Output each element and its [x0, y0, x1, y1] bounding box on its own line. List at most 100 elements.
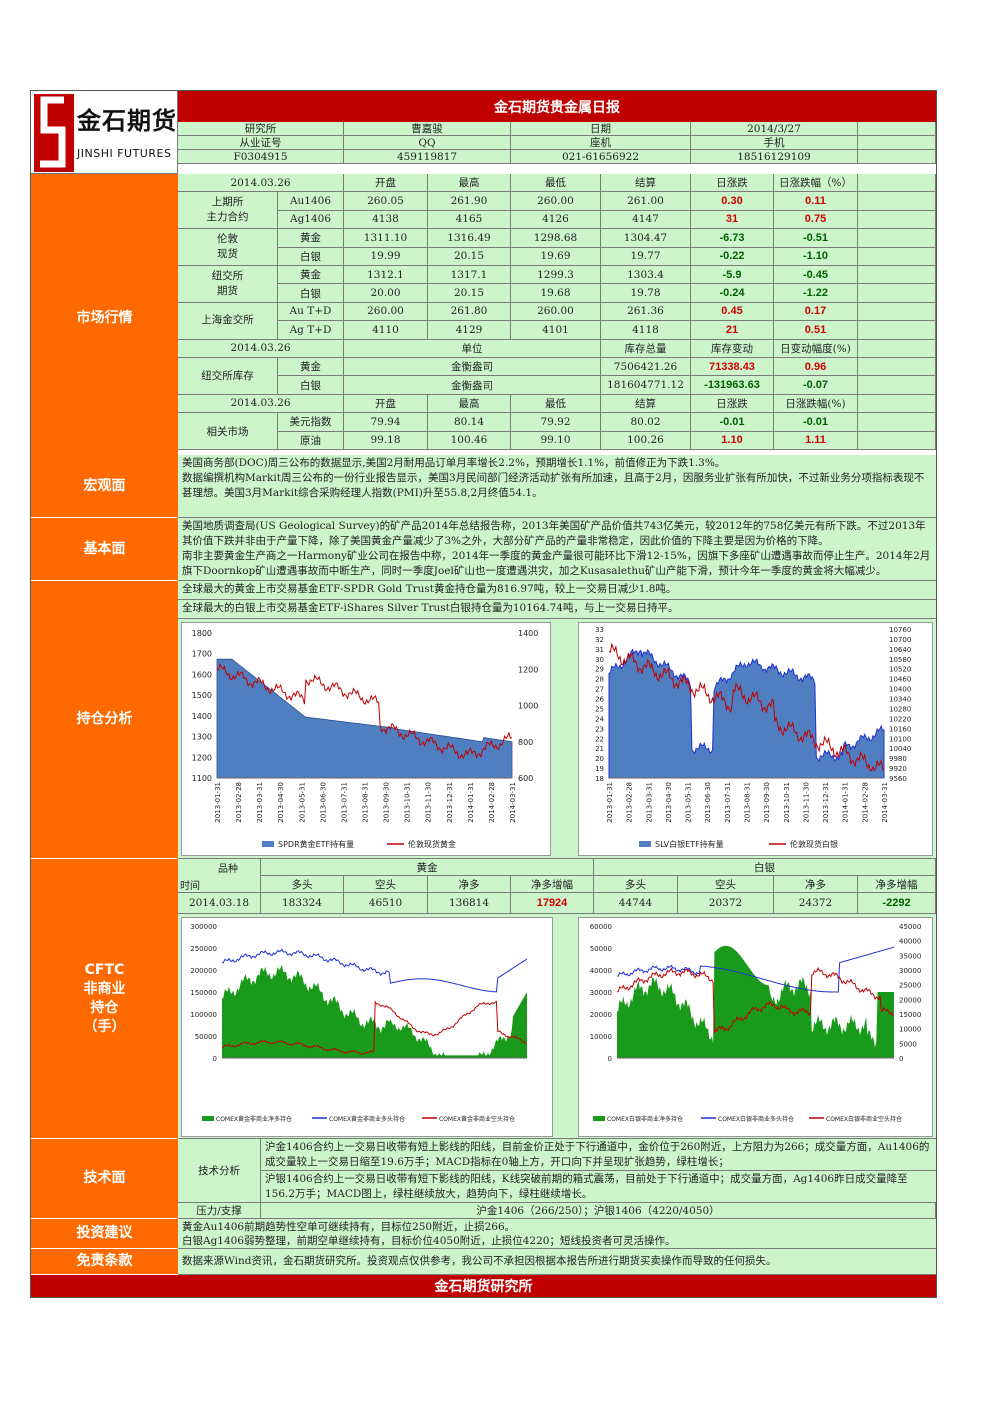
cftc-col-head: 净多增幅: [511, 876, 594, 893]
info-cell: 手机: [691, 136, 858, 150]
header-cell: 日涨跌幅(%): [774, 394, 858, 414]
header-cell: 最高: [428, 394, 511, 414]
inventory-cell: 181604771.12: [601, 376, 691, 395]
etf-area: [608, 648, 885, 779]
inventory-cell: 金衡盎司: [344, 376, 601, 395]
right-tick: 10340: [889, 696, 911, 704]
info-cell: QQ: [344, 136, 511, 150]
market-cell: 4147: [601, 210, 691, 230]
market-cell-empty: [858, 247, 936, 266]
header-cell: 库存变动: [691, 339, 774, 358]
left-tick: 24: [595, 715, 604, 723]
legend-swatch-etf: [262, 841, 274, 847]
cftc-col-head: 空头: [344, 876, 428, 893]
right-tick: 10460: [889, 676, 911, 684]
header-cell: 结算: [601, 394, 691, 414]
market-cell: 4129: [428, 321, 511, 340]
market-cell: -0.51: [774, 229, 858, 248]
footer-band: 金石期货研究所: [31, 1275, 936, 1297]
market-cell: -6.73: [691, 229, 774, 248]
market-cell: -0.24: [691, 284, 774, 303]
right-tick: 10100: [889, 735, 911, 743]
left-tick: 29: [595, 666, 604, 674]
header-cell: 日涨跌: [691, 394, 774, 414]
right-tick: 40000: [899, 938, 921, 946]
header-cell: 开盘: [344, 174, 428, 193]
right-tick: 1400: [518, 629, 538, 638]
legend-swatch-etf: [639, 841, 651, 847]
market-cell: 1304.47: [601, 229, 691, 248]
cftc-value: 24372: [774, 893, 858, 914]
silver-cftc-chart: 60000 50000 40000 30000 20000 10000 0 45000 4000…: [578, 917, 933, 1137]
right-tick: 10400: [889, 686, 911, 694]
market-cell: Ag T+D: [278, 321, 344, 340]
header-cell: 最高: [428, 174, 511, 193]
left-tick: 1300: [192, 733, 212, 742]
related-cell: 美元指数: [278, 413, 344, 432]
x-tick: 2013-08-31: [362, 782, 370, 823]
x-tick: 2013-07-31: [724, 782, 732, 823]
short-line: [616, 967, 895, 1035]
market-cell: 白银: [278, 247, 344, 266]
right-tick: 10000: [899, 1026, 921, 1034]
related-cell: 原油: [278, 431, 344, 450]
silver-etf-chart: 33 32 31 30 29 28 27 26 25 24 23 22 21 20 19 18 10760 107…: [578, 622, 933, 856]
x-tick: 2014-02-28: [861, 782, 869, 823]
cftc-corner: 品种 时间: [178, 859, 261, 893]
y-tick: 50000: [195, 1033, 217, 1041]
info-cell: 座机: [511, 136, 691, 150]
right-tick: 30000: [899, 967, 921, 975]
x-tick: 2014-01-31: [467, 782, 475, 823]
market-cell-empty: [858, 266, 936, 285]
legend-label: COMEX白银非商业净多持仓: [607, 1115, 683, 1123]
left-tick: 21: [595, 745, 604, 753]
tech-text-silver: 沪银1406合约上一交易日收带有短下影线的阳线，K线突破前期的箱式震荡，目前处于…: [261, 1171, 936, 1203]
right-tick: 10640: [889, 646, 911, 654]
market-cell: 261.00: [601, 192, 691, 211]
market-cell: 20.00: [344, 284, 428, 303]
left-tick: 1600: [192, 670, 212, 679]
y-tick: 0: [213, 1055, 217, 1063]
market-cell: 0.11: [774, 192, 858, 211]
x-tick: 2014-03-31: [881, 782, 889, 823]
right-tick: 10580: [889, 656, 911, 664]
market-cell: -1.10: [774, 247, 858, 266]
related-label: 相关市场: [178, 413, 278, 450]
legend-label: COMEX黄金非商业净多持仓: [216, 1115, 292, 1123]
header-cell-empty: [858, 339, 936, 358]
y-tick: 50000: [590, 945, 612, 953]
legend-label: SLV白银ETF持有量: [655, 839, 724, 849]
market-cell: 1316.49: [428, 229, 511, 248]
right-tick: 10280: [889, 705, 911, 713]
report-title: 金石期货贵金属日报: [178, 91, 936, 122]
cftc-col-head: 多头: [261, 876, 344, 893]
info-cell: 曹嘉骏: [344, 122, 511, 136]
cftc-value: 46510: [344, 893, 428, 914]
report: 金石期货 JINSHI FUTURES 金石期货贵金属日报 市场行情 宏观面 美…: [30, 90, 937, 1298]
y-tick: 40000: [590, 967, 612, 975]
left-tick: 1800: [192, 629, 212, 638]
group-label: 纽交所 期货: [178, 266, 278, 303]
left-tick: 26: [595, 696, 604, 704]
related-cell: 99.10: [511, 431, 601, 450]
market-cell: 21: [691, 321, 774, 340]
group-label: 上海金交所: [178, 302, 278, 340]
related-cell: 80.02: [601, 413, 691, 432]
header-cell: 开盘: [344, 394, 428, 414]
legend-label: 伦敦现货黄金: [408, 839, 456, 849]
cftc-silver-head: 白银: [594, 859, 936, 876]
inventory-cell: 71338.43: [691, 358, 774, 377]
left-tick: 25: [595, 705, 604, 713]
right-tick: 9560: [889, 775, 907, 783]
market-cell: 白银: [278, 284, 344, 303]
market-cell: 260.00: [511, 302, 601, 322]
right-tick: 600: [518, 774, 533, 783]
y-tick: 30000: [590, 989, 612, 997]
section-market: 市场行情: [31, 174, 178, 464]
inventory-cell: -131963.63: [691, 376, 774, 395]
legend-label: COMEX白银非商业空头持仓: [826, 1115, 902, 1123]
header-cell: 最低: [511, 174, 601, 193]
inventory-cell-empty: [858, 376, 936, 395]
fundamental-text: 美国地质调查局(US Geological Survey)的矿产品2014年总结…: [178, 518, 936, 581]
inventory-cell: 金衡盎司: [344, 358, 601, 377]
